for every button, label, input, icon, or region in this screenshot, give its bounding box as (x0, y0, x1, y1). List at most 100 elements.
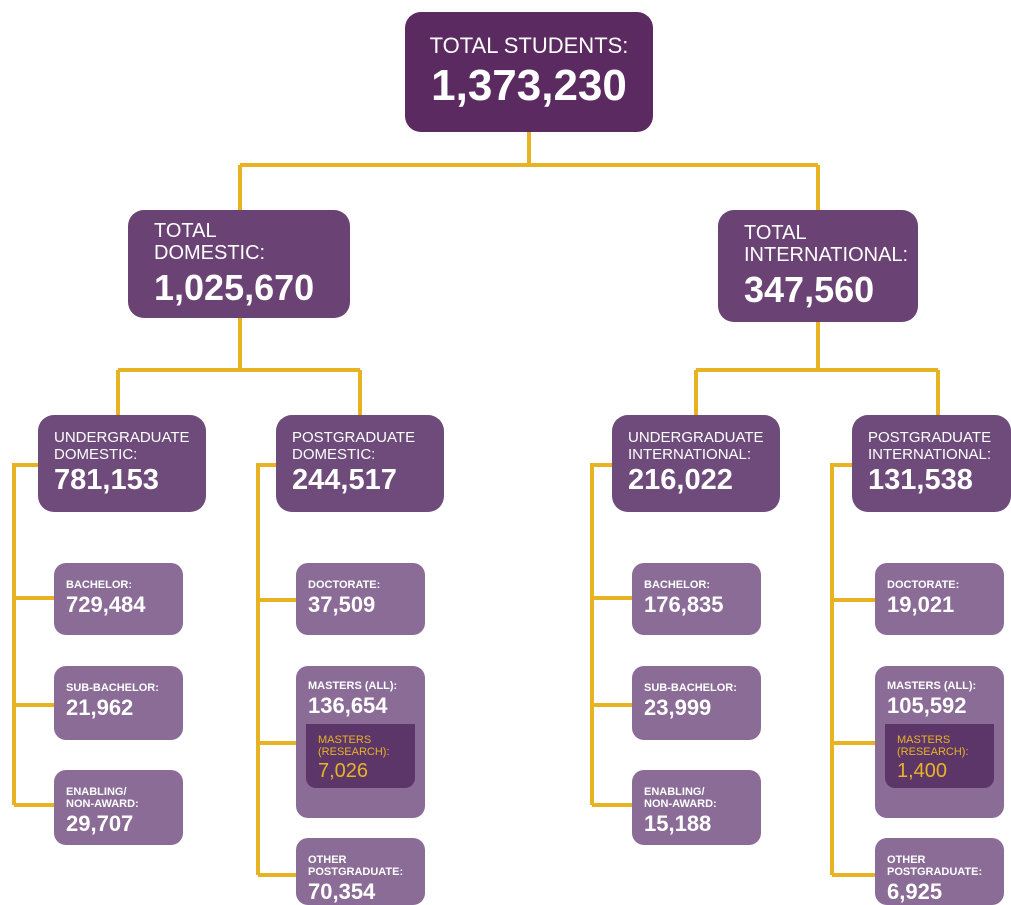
node-value: 19,021 (887, 592, 955, 618)
label-line: MASTERS (ALL): (308, 680, 398, 692)
node-label: ENABLING/NON-AWARD: (66, 786, 183, 810)
label-line: POSTGRADUATE: (887, 866, 983, 879)
node-value: 15,188 (644, 811, 712, 837)
node-box: MASTERS (ALL): 105,592 MASTERS (RESEARCH): 1… (875, 666, 1004, 818)
node-label: MASTERS (ALL): (887, 680, 1004, 692)
node-box: OTHER POSTGRADUATE: 70,354 (296, 838, 425, 905)
label-line: (RESEARCH): (897, 746, 969, 759)
label-line: DOCTORATE: (887, 579, 960, 591)
label-line: INTERNATIONAL: (628, 445, 752, 463)
node-value: 729,484 (66, 592, 146, 618)
label-line: POSTGRADUATE (868, 429, 992, 447)
label-line: SUB-BACHELOR: (66, 682, 159, 694)
label-line: ENABLING/ (644, 786, 705, 798)
label-line: TOTAL (744, 222, 807, 245)
node-box: BACHELOR: 176,835 (632, 563, 761, 635)
node-box: UNDERGRADUATE DOMESTIC: 781,153 (38, 415, 206, 512)
node-label: DOCTORATE: (308, 579, 425, 591)
label-line: OTHER (308, 854, 347, 866)
label-line: ENABLING/ (66, 786, 127, 798)
node-label: BACHELOR: (66, 579, 183, 591)
node-box: OTHER POSTGRADUATE: 6,925 (875, 838, 1004, 905)
connector (116, 316, 362, 417)
node-value: 29,707 (66, 811, 134, 837)
node-box: MASTERS (ALL): 136,654 MASTERS (RESEARCH): 7… (296, 666, 425, 818)
node-box: POSTGRADUATE INTERNATIONAL: 131,538 (852, 415, 1011, 512)
node-box: POSTGRADUATE DOMESTIC: 244,517 (276, 415, 444, 512)
label-line: UNDERGRADUATE (628, 429, 764, 447)
label-line: DOCTORATE: (308, 579, 381, 591)
node-value: 23,999 (644, 695, 712, 721)
sub-box: MASTERS (RESEARCH): 1,400 (885, 724, 994, 789)
node-value: 6,925 (887, 879, 943, 905)
node-label: TOTAL DOMESTIC: (154, 220, 350, 264)
node-label: OTHER POSTGRADUATE: (308, 854, 425, 878)
node-value: 131,538 (868, 464, 973, 497)
node-box: SUB-BACHELOR: 23,999 (632, 666, 761, 740)
node-label: OTHER POSTGRADUATE: (887, 854, 1004, 878)
node-value: 105,592 (887, 693, 967, 719)
connector (694, 320, 940, 417)
node-value: 136,654 (308, 693, 388, 719)
node-box: TOTAL INTERNATIONAL: 347,560 (718, 210, 918, 322)
node-label: POSTGRADUATE DOMESTIC: (292, 430, 444, 463)
connector (238, 130, 820, 212)
label-line: DOMESTIC: (54, 445, 138, 463)
node-label: TOTAL STUDENTS: (429, 32, 629, 58)
sub-box: MASTERS (RESEARCH): 7,026 (306, 724, 415, 789)
node-box: TOTAL STUDENTS: 1,373,230 (405, 12, 653, 132)
connector (590, 463, 634, 807)
label-line: INTERNATIONAL: (744, 244, 909, 267)
node-box: DOCTORATE: 37,509 (296, 563, 425, 635)
node-value: 70,354 (308, 879, 376, 905)
node-label: DOCTORATE: (887, 579, 1004, 591)
node-value: 21,962 (66, 695, 134, 721)
node-label: POSTGRADUATE INTERNATIONAL: (868, 430, 1011, 463)
label-line: SUB-BACHELOR: (644, 682, 737, 694)
node-box: SUB-BACHELOR: 21,962 (54, 666, 183, 740)
connector (12, 463, 56, 807)
label-line: UNDERGRADUATE (54, 429, 190, 447)
node-label: UNDERGRADUATE INTERNATIONAL: (628, 430, 780, 463)
node-box: UNDERGRADUATE INTERNATIONAL: 216,022 (612, 415, 780, 512)
node-label: MASTERS (RESEARCH): (318, 734, 403, 758)
node-box: ENABLING/NON-AWARD: 29,707 (54, 770, 183, 845)
node-value: 781,153 (54, 464, 159, 497)
label-line: NON-AWARD: (66, 798, 139, 811)
node-label: SUB-BACHELOR: (66, 682, 183, 694)
node-label: MASTERS (ALL): (308, 680, 425, 692)
label-line: MASTERS (318, 734, 372, 747)
node-value: 1,025,670 (154, 267, 315, 309)
node-label: ENABLING/NON-AWARD: (644, 786, 761, 810)
label-line: OTHER (887, 854, 926, 866)
connector-lines (12, 130, 940, 877)
node-value: 1,373,230 (431, 60, 627, 110)
label-line: INTERNATIONAL: (868, 445, 992, 463)
node-value: 347,560 (744, 269, 875, 311)
label-line: MASTERS (897, 734, 951, 747)
node-value: 37,509 (308, 592, 376, 618)
label-line: NON-AWARD: (644, 798, 717, 811)
node-box: BACHELOR: 729,484 (54, 563, 183, 635)
connector (256, 463, 298, 877)
label-line: DOMESTIC: (292, 445, 376, 463)
node-value: 244,517 (292, 464, 397, 497)
node-value: 216,022 (628, 464, 733, 497)
node-value: 176,835 (644, 592, 724, 618)
node-box: DOCTORATE: 19,021 (875, 563, 1004, 635)
label-line: POSTGRADUATE (292, 429, 416, 447)
label-line: POSTGRADUATE: (308, 866, 404, 879)
label-line: (RESEARCH): (318, 746, 390, 759)
node-label: TOTAL INTERNATIONAL: (744, 222, 918, 266)
connector (830, 463, 877, 877)
label-line: TOTAL STUDENTS: (429, 32, 629, 58)
node-label: MASTERS (RESEARCH): (897, 734, 982, 758)
label-line: DOMESTIC: (154, 242, 266, 265)
label-line: BACHELOR: (66, 579, 132, 591)
node-value: 7,026 (318, 760, 369, 783)
label-line: BACHELOR: (644, 579, 710, 591)
node-value: 1,400 (897, 760, 948, 783)
node-label: SUB-BACHELOR: (644, 682, 761, 694)
